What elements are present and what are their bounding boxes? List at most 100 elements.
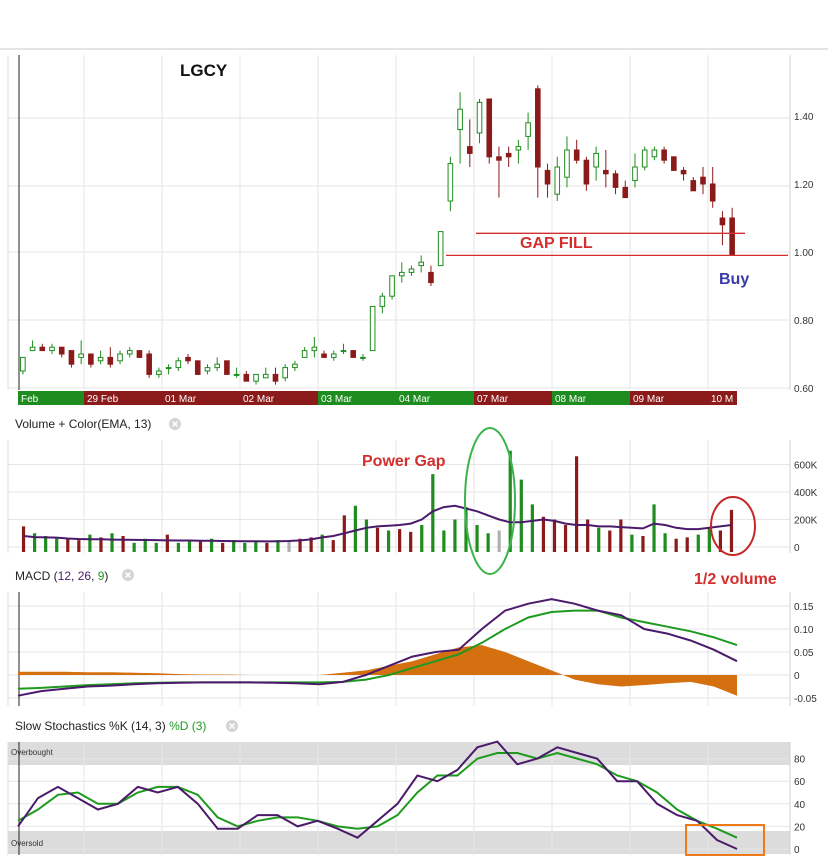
- candle-body: [709, 183, 716, 202]
- volume-bar: [475, 525, 479, 552]
- date-label: 07 Mar: [477, 394, 509, 405]
- price-tick-label: 1.40: [794, 112, 814, 123]
- candle-body: [233, 373, 240, 376]
- date-strip-cell: [630, 391, 708, 405]
- half-volume-circle: [710, 496, 756, 556]
- buy-annotation: Buy: [719, 271, 749, 288]
- candle-body: [311, 346, 318, 352]
- volume-close-icon[interactable]: [169, 418, 181, 430]
- candle-body: [185, 356, 191, 362]
- macd-y-axis: 0.15 0.10 0.05 0 -0.05: [794, 602, 817, 705]
- candle-body: [544, 169, 551, 185]
- macd-close-icon[interactable]: [122, 569, 134, 581]
- stochastics-close-icon[interactable]: [226, 720, 238, 732]
- candle-body: [126, 350, 133, 355]
- stochastics-title: Slow Stochastics %K (14, 3) %D (3): [15, 719, 206, 733]
- price-tick-label: 1.00: [794, 248, 814, 259]
- candle-body: [204, 367, 211, 372]
- candle-body: [564, 149, 570, 178]
- candle-body: [593, 152, 599, 168]
- candle-body: [78, 353, 84, 358]
- candle-body: [243, 373, 250, 382]
- macd-tick-label: 0.05: [794, 648, 814, 659]
- volume-tick-label: 400K: [794, 488, 818, 499]
- oversold-band: [8, 831, 790, 854]
- date-label: 04 Mar: [399, 394, 431, 405]
- volume-bar: [552, 519, 557, 552]
- volume-bar: [88, 534, 92, 552]
- ticker-label: LGCY: [180, 61, 228, 80]
- volume-bar: [375, 527, 380, 552]
- macd-title-slow: 26: [78, 569, 92, 583]
- stochastics-tick-label: 0: [794, 845, 800, 856]
- candle-body: [146, 353, 152, 375]
- macd-tick-label: 0: [794, 671, 800, 682]
- volume-bar: [331, 540, 335, 552]
- candle-body: [428, 271, 434, 284]
- volume-bar: [652, 504, 656, 552]
- price-tick-label: 0.60: [794, 384, 814, 395]
- volume-bar: [563, 525, 568, 552]
- half-volume-annotation: 1/2 volume: [694, 571, 777, 588]
- candle-body: [661, 149, 667, 161]
- candle-body: [165, 367, 172, 370]
- candle-body: [651, 149, 658, 158]
- stochastics-title-d: %D (3): [169, 719, 206, 733]
- volume-bar: [232, 540, 236, 552]
- candle-body: [719, 217, 726, 226]
- candle-body: [612, 173, 619, 188]
- volume-bar: [353, 505, 357, 552]
- volume-bar: [287, 541, 291, 552]
- macd-tick-label: 0.15: [794, 602, 814, 613]
- candle-body: [389, 275, 395, 297]
- stochastics-tick-label: 60: [794, 777, 806, 788]
- volume-bar: [685, 537, 689, 552]
- oversold-label: Oversold: [11, 839, 43, 848]
- volume-bar: [265, 542, 269, 552]
- candle-body: [49, 346, 55, 352]
- volume-bar: [21, 526, 26, 552]
- date-strip-cell: [162, 391, 240, 405]
- volume-bar: [398, 529, 402, 552]
- volume-bar: [729, 509, 734, 552]
- volume-bar: [696, 534, 700, 552]
- candle-body: [194, 360, 201, 375]
- volume-bar: [597, 527, 601, 552]
- candle-body: [58, 346, 65, 355]
- candle-body: [535, 88, 541, 168]
- volume-bar: [641, 536, 645, 552]
- date-label: 09 Mar: [633, 394, 665, 405]
- candle-body: [214, 363, 220, 369]
- volume-bar: [497, 530, 501, 552]
- candle-body: [292, 363, 298, 369]
- volume-bar: [442, 530, 446, 552]
- price-y-axis: 1.40 1.20 1.00 0.80 0.60: [794, 112, 814, 395]
- macd-line: [17, 598, 738, 697]
- candle-body: [603, 169, 609, 175]
- macd-plot: [17, 598, 738, 697]
- volume-bar: [165, 534, 169, 552]
- candle-body: [496, 156, 502, 161]
- volume-bar: [209, 538, 214, 552]
- date-label: 03 Mar: [321, 394, 353, 405]
- volume-bar: [707, 527, 711, 552]
- candle-body: [360, 356, 366, 359]
- power-gap-ellipse: [464, 427, 516, 575]
- overbought-band: [8, 742, 790, 765]
- volume-bar: [298, 538, 302, 552]
- volume-bar: [630, 534, 634, 552]
- volume-ema-line: [23, 504, 732, 543]
- date-label: 29 Feb: [87, 394, 119, 405]
- macd-title-fast: 12: [58, 569, 72, 583]
- volume-y-axis: 600K 400K 200K 0: [794, 461, 818, 555]
- candle-body: [282, 367, 288, 379]
- volume-tick-label: 600K: [794, 461, 818, 472]
- candle-body: [680, 169, 687, 175]
- candle-body: [20, 356, 26, 372]
- candle-body: [700, 176, 706, 185]
- volume-bar: [674, 538, 678, 552]
- date-label: Feb: [21, 394, 39, 405]
- date-strip-cell: [318, 391, 396, 405]
- volume-bar: [431, 474, 435, 552]
- candle-body: [68, 350, 75, 365]
